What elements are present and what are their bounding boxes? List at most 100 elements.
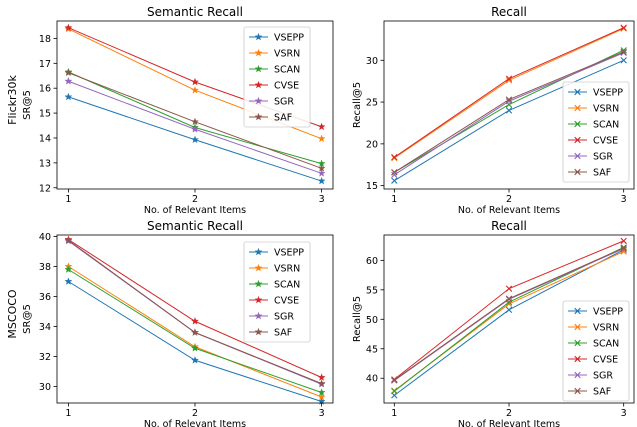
legend-item-vsrn: VSRN <box>568 104 619 115</box>
data-point-vsepp <box>317 176 326 185</box>
legend-marker <box>254 311 263 320</box>
legend-label: VSRN <box>274 49 300 60</box>
data-point-sgr <box>391 171 398 178</box>
legend-label: SCAN <box>274 65 300 76</box>
legend-marker <box>574 120 581 128</box>
y-tick-label: 15 <box>366 181 378 192</box>
legend-label: SAF <box>593 387 611 398</box>
y-tick-label: 34 <box>39 322 51 333</box>
data-point-vsrn <box>191 86 199 94</box>
legend-marker <box>574 152 581 160</box>
data-point-vsepp <box>64 277 73 285</box>
legend-label: VSEPP <box>593 88 623 99</box>
legend-marker <box>574 387 581 395</box>
data-point-saf <box>317 164 326 172</box>
x-tick-label: 1 <box>391 194 397 205</box>
data-point-cvse <box>505 285 513 292</box>
legend-label: VSEPP <box>274 248 304 259</box>
y-tick-label: 60 <box>366 256 378 267</box>
data-point-cvse <box>391 154 398 161</box>
data-point-vsepp <box>620 57 627 64</box>
y-tick-label: 40 <box>39 232 51 243</box>
y-tick-label: 55 <box>366 285 378 296</box>
legend-box <box>562 300 630 402</box>
y-axis-label: SR@5 <box>22 304 33 334</box>
legend-marker <box>574 355 581 363</box>
data-point-cvse <box>64 23 73 32</box>
data-point-vsrn <box>505 300 513 308</box>
legend-marker <box>254 263 263 272</box>
chart-title: Recall <box>491 5 527 19</box>
y-tick-label: 15 <box>39 109 51 120</box>
legend-label: VSEPP <box>274 33 304 44</box>
legend-label: SGR <box>274 312 294 323</box>
legend-label: SAF <box>274 113 292 124</box>
legend-item-vsrn: VSRN <box>249 49 300 60</box>
data-point-vsepp <box>505 107 513 114</box>
legend-marker <box>254 247 263 256</box>
legend-marker <box>254 32 263 41</box>
x-tick-label: 3 <box>621 194 627 205</box>
legend-item-vsepp: VSEPP <box>249 248 304 259</box>
data-point-scan <box>191 344 199 352</box>
y-tick-label: 14 <box>39 133 51 144</box>
x-axis-label: No. of Relevant Items <box>458 419 560 427</box>
legend-label: SGR <box>274 97 294 108</box>
data-point-scan <box>620 47 627 54</box>
legend-label: CVSE <box>593 355 618 366</box>
data-point-cvse <box>505 75 513 82</box>
y-tick-label: 30 <box>39 382 51 393</box>
legend-item-scan: SCAN <box>568 120 619 131</box>
legend-marker <box>574 88 581 96</box>
x-tick-label: 1 <box>65 194 71 205</box>
legend-label: SAF <box>593 168 611 179</box>
legend-label: SCAN <box>593 339 619 350</box>
legend-label: CVSE <box>593 136 618 147</box>
legend-item-sgr: SGR <box>568 152 613 163</box>
legend-item-sgr: SGR <box>568 371 613 382</box>
legend-marker <box>574 136 581 144</box>
x-tick-label: 3 <box>319 408 325 419</box>
data-point-saf <box>620 48 627 56</box>
legend-marker <box>574 323 581 331</box>
legend-label: SCAN <box>274 280 300 291</box>
x-axis-label: No. of Relevant Items <box>458 205 560 216</box>
data-point-saf <box>64 68 73 77</box>
legend-label: CVSE <box>274 296 299 307</box>
chart-panel-4: Recall 1 2 3 40 45 50 55 60 No. of Relevant Items… <box>352 219 635 427</box>
legend-label: SGR <box>593 152 613 163</box>
data-point-cvse <box>191 317 199 325</box>
row-label-mscoco: MSCOCO <box>6 289 19 338</box>
x-axis-label: No. of Relevant Items <box>144 419 246 427</box>
legend-item-sgr: SGR <box>249 97 294 108</box>
x-axis-label: No. of Relevant Items <box>144 205 246 216</box>
data-point-saf <box>620 244 627 252</box>
legend-marker <box>574 307 581 315</box>
data-point-cvse <box>317 122 326 131</box>
legend-item-scan: SCAN <box>568 339 619 350</box>
legend-box <box>562 81 630 183</box>
x-tick-label: 2 <box>192 194 198 205</box>
data-point-cvse <box>191 77 199 86</box>
legend-marker <box>574 339 581 347</box>
legend-marker <box>254 96 263 105</box>
legend: VSEPP VSRN SCAN CVSE SGR SAF <box>243 26 311 128</box>
data-point-sgr <box>191 125 199 133</box>
legend-item-saf: SAF <box>249 113 292 124</box>
legend-item-vsepp: VSEPP <box>249 33 304 44</box>
legend-label: SGR <box>593 371 613 382</box>
y-tick-label: 32 <box>39 352 51 363</box>
data-point-scan <box>317 388 326 396</box>
data-point-vsrn <box>505 77 513 84</box>
y-tick-label: 38 <box>39 262 51 273</box>
y-tick-label: 50 <box>366 315 378 326</box>
legend-marker <box>254 80 263 89</box>
data-point-saf <box>64 236 73 244</box>
data-point-vsepp <box>505 306 513 314</box>
data-point-saf <box>317 379 326 387</box>
chart-title: Semantic Recall <box>147 219 243 233</box>
data-point-saf <box>505 295 513 302</box>
legend-label: CVSE <box>274 81 299 92</box>
legend-marker <box>254 112 263 121</box>
data-point-saf <box>191 117 199 126</box>
